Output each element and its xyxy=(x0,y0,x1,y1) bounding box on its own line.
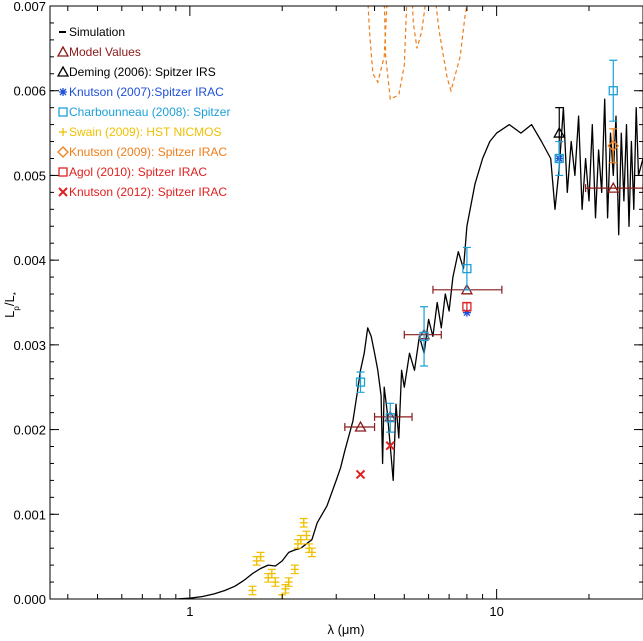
legend-marker-swain-2009-hst-nicmos xyxy=(59,128,67,136)
swain-2009-hst-nicmos-point xyxy=(244,599,252,607)
charbounneau-2008-spitzer-point xyxy=(355,377,366,387)
swain-2009-hst-nicmos-yerr xyxy=(244,598,253,599)
swain-2009-hst-nicmos-point xyxy=(290,565,299,574)
legend-label: Swain (2009): HST NICMOS xyxy=(69,125,222,139)
knutson-2007-spitzer-irac-point xyxy=(462,308,471,317)
deming-2006-spitzer-irs-point xyxy=(553,126,566,138)
charbounneau-2008-spitzer-yerr xyxy=(386,402,395,433)
legend-marker-knutson-2007-spitzer-irac xyxy=(59,88,67,96)
charbounneau-2008-spitzer-point xyxy=(462,263,472,274)
swain-2009-hst-nicmos-point xyxy=(307,548,316,557)
charbounneau-2008-spitzer-yerr xyxy=(356,371,365,393)
knutson-2012-spitzer-irac-point xyxy=(385,440,395,451)
y-tick-label: 0.006 xyxy=(13,84,46,99)
legend: Simulation Model Values Deming (2006): Spi… xyxy=(56,25,230,199)
y-tick-label: 0.003 xyxy=(13,338,46,353)
legend-marker-model-values xyxy=(56,45,70,57)
model-values-point xyxy=(354,420,367,432)
y-tick-label: 0.002 xyxy=(13,423,46,438)
knutson-2009-spitzer-irac-yerr xyxy=(609,128,618,164)
y-tick-label: 0.005 xyxy=(13,168,46,183)
plot-frame xyxy=(49,5,643,600)
swain-2009-hst-nicmos-point xyxy=(271,578,280,587)
dashed-curve xyxy=(435,6,468,93)
legend-label: Knutson (2012): Spitzer IRAC xyxy=(69,185,227,199)
charbounneau-2008-spitzer-point xyxy=(554,153,564,164)
legend-label: Simulation xyxy=(69,25,125,39)
y-tick-label: 0.004 xyxy=(13,253,46,268)
y-tick-label: 0.000 xyxy=(13,592,46,607)
legend-label: Deming (2006): Spitzer IRS xyxy=(69,65,216,79)
simulation-line xyxy=(97,98,643,599)
y-tick-label: 0.007 xyxy=(13,0,46,14)
charbounneau-2008-spitzer-point xyxy=(608,86,618,96)
charbounneau-2008-spitzer-point xyxy=(419,331,429,342)
swain-2009-hst-nicmos-point xyxy=(267,569,276,578)
legend-label: Agol (2010): Spitzer IRAC xyxy=(69,165,207,179)
swain-2009-hst-nicmos-point xyxy=(284,578,293,587)
swain-2009-hst-nicmos-point xyxy=(248,586,257,595)
dashed-curve xyxy=(383,6,408,101)
charbounneau-2008-spitzer-point xyxy=(385,413,395,423)
legend-marker-knutson-2009-spitzer-irac xyxy=(57,146,69,158)
dashed-curve xyxy=(411,6,426,49)
legend-label: Knutson (2009): Spitzer IRAC xyxy=(69,145,227,159)
legend-label: Charbounneau (2008): Spitzer xyxy=(69,105,230,119)
charbounneau-2008-spitzer-yerr xyxy=(462,246,471,291)
swain-2009-hst-nicmos-point xyxy=(302,531,311,540)
legend-label: Knutson (2007):Spitzer IRAC xyxy=(69,85,224,99)
x-tick-label: 1 xyxy=(186,604,193,619)
y-axis-label: Lp/L* xyxy=(2,292,21,318)
x-tick-label: 10 xyxy=(489,604,503,619)
charbounneau-2008-spitzer-yerr xyxy=(420,306,429,367)
knutson-2012-spitzer-irac-point xyxy=(355,469,366,480)
legend-marker-agol-2010-spitzer-irac xyxy=(58,167,68,177)
legend-marker-knutson-2012-spitzer-irac xyxy=(58,187,68,197)
plot-area xyxy=(97,6,643,607)
model-values-xerr xyxy=(585,184,643,193)
model-values-point xyxy=(607,181,620,193)
x-axis-label: λ (μm) xyxy=(327,622,364,637)
y-tick-label: 0.001 xyxy=(13,507,46,522)
legend-marker-deming-2006-spitzer-irs xyxy=(56,65,70,77)
legend-label: Model Values xyxy=(69,45,141,59)
knutson-2009-spitzer-irac-point xyxy=(607,139,620,152)
swain-2009-hst-nicmos-point xyxy=(299,518,308,527)
model-values-xerr xyxy=(403,330,442,339)
agol-2010-spitzer-irac-point xyxy=(462,302,472,312)
swain-2009-hst-nicmos-point xyxy=(256,552,265,561)
dashed-curve xyxy=(367,6,388,84)
charbounneau-2008-spitzer-yerr xyxy=(555,140,564,177)
model-values-xerr xyxy=(344,423,376,432)
legend-marker-charbounneau-2008-spitzer xyxy=(58,107,68,117)
charbounneau-2008-spitzer-yerr xyxy=(609,59,618,122)
